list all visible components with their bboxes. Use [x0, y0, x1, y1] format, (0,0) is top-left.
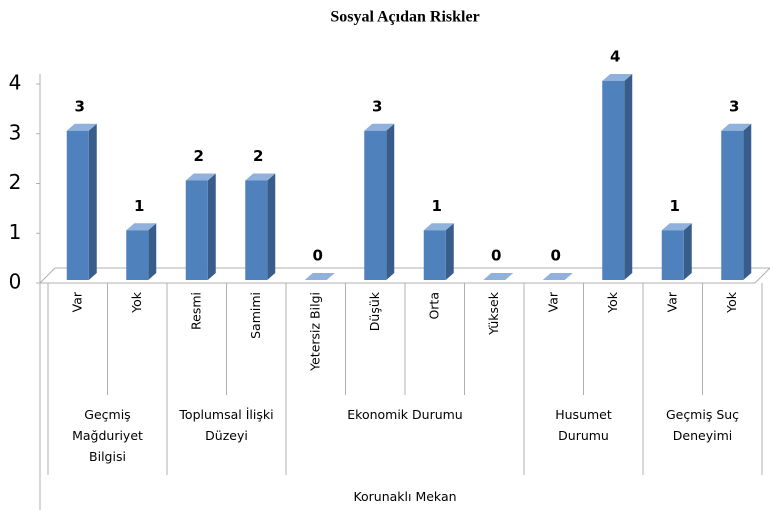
bar	[245, 173, 276, 280]
bar	[66, 123, 97, 280]
data-label: 0	[313, 247, 323, 265]
data-label: 0	[551, 247, 561, 265]
bar-top	[602, 74, 633, 81]
bar	[126, 223, 157, 280]
bar-front	[126, 230, 149, 280]
bar-front	[423, 230, 446, 280]
bar	[185, 173, 216, 280]
bar	[364, 123, 395, 280]
bar-side	[207, 173, 216, 280]
bar-front	[185, 180, 208, 280]
y-tick-label: 3	[9, 120, 22, 144]
group-label: Geçmiş Mağduriyet Bilgisi	[72, 407, 143, 464]
data-label: 3	[729, 97, 739, 115]
bar-top	[304, 273, 335, 280]
bar-top	[423, 223, 454, 231]
bar-side	[683, 223, 692, 280]
bar-top	[66, 123, 97, 131]
data-label: 4	[610, 48, 620, 66]
bar-top	[245, 173, 276, 181]
bar-side	[624, 74, 633, 280]
bar-side	[88, 123, 97, 280]
bar-side	[445, 223, 454, 280]
x-tick-label: Yok	[129, 291, 144, 314]
bar-front	[721, 130, 744, 280]
x-tick-label: Orta	[426, 292, 441, 320]
data-label: 3	[372, 97, 382, 115]
group-label: Geçmiş Suç Deneyimi	[665, 407, 740, 443]
bar-front	[364, 130, 387, 280]
data-label: 2	[253, 147, 263, 165]
x-tick-label: Yok	[605, 291, 620, 314]
bar	[483, 273, 514, 280]
bar-top	[185, 173, 216, 181]
x-tick-label: Yok	[724, 291, 739, 314]
bar-side	[148, 223, 157, 280]
data-label: 1	[134, 197, 144, 215]
bar	[602, 74, 633, 280]
x-tick-label: Var	[664, 291, 679, 312]
bar-front	[66, 130, 89, 280]
bar-top	[661, 223, 692, 231]
data-label: 2	[194, 147, 204, 165]
x-tick-label: Yüksek	[486, 291, 501, 336]
chart-title: Sosyal Açıdan Riskler	[330, 9, 479, 26]
data-label: 1	[670, 197, 680, 215]
bar-top	[542, 273, 573, 280]
x-tick-label: Resmi	[188, 292, 203, 330]
bar	[542, 273, 573, 280]
bar-front	[602, 81, 625, 280]
bar	[423, 223, 454, 280]
x-tick-label: Samimi	[248, 292, 263, 339]
floor	[38, 267, 770, 284]
bar-side	[267, 173, 276, 280]
bar	[661, 223, 692, 280]
bar-top	[721, 123, 752, 131]
y-tick-label: 4	[9, 71, 22, 95]
y-tick-label: 0	[9, 270, 22, 294]
group-label: Husumet Durumu	[555, 407, 612, 443]
x-tick-label: Var	[545, 291, 560, 312]
x-tick-label: Düşük	[367, 291, 382, 331]
bar	[304, 273, 335, 280]
bar-top	[483, 273, 514, 280]
data-label: 0	[491, 247, 501, 265]
outer-group-label: Korunaklı Mekan	[353, 489, 457, 504]
bar-side	[743, 123, 752, 280]
group-label: Toplumsal İlişki Düzeyi	[179, 407, 274, 443]
group-label: Ekonomik Durumu	[347, 407, 463, 422]
x-tick-label: Yetersiz Bilgi	[307, 292, 322, 372]
y-tick-label: 2	[9, 170, 22, 194]
data-label: 3	[75, 97, 85, 115]
bar-front	[245, 180, 268, 280]
y-tick-label: 1	[9, 220, 22, 244]
bar-top	[364, 123, 395, 131]
bar-front	[661, 230, 684, 280]
bar-side	[386, 123, 395, 280]
bar-top	[126, 223, 157, 231]
data-label: 1	[432, 197, 442, 215]
bar	[721, 123, 752, 280]
x-tick-label: Var	[69, 291, 84, 312]
